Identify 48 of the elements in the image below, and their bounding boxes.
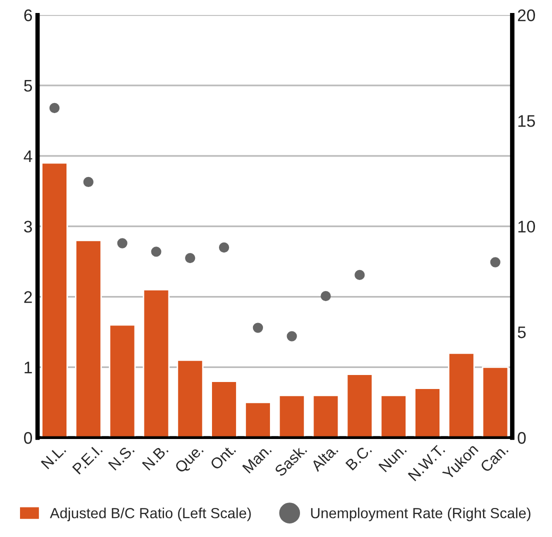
y-tick-label: 6 bbox=[24, 9, 32, 22]
point bbox=[286, 331, 297, 342]
bar bbox=[312, 394, 340, 438]
y-tick-label: 1 bbox=[24, 362, 32, 374]
bar bbox=[278, 394, 306, 438]
x-tick-label: B.C. bbox=[345, 444, 372, 471]
x-tick-label: Nun. bbox=[378, 444, 407, 472]
point bbox=[49, 102, 60, 114]
x-tick-label: Can. bbox=[480, 444, 509, 473]
bar bbox=[108, 324, 136, 438]
x-tick-label: Ont. bbox=[210, 444, 236, 470]
x-tick-label: Man. bbox=[242, 444, 272, 474]
point bbox=[320, 290, 331, 302]
bar bbox=[244, 402, 272, 438]
y2-tick-label: 15 bbox=[518, 115, 535, 127]
point bbox=[354, 270, 365, 280]
y2-tick-label: 20 bbox=[518, 9, 536, 22]
bar bbox=[210, 380, 238, 438]
y2-tick-label: 10 bbox=[518, 220, 536, 233]
point bbox=[117, 238, 128, 248]
y-tick-label: 3 bbox=[24, 220, 32, 233]
legend-label: Adjusted B/C Ratio (Left Scale) bbox=[50, 508, 251, 522]
point bbox=[252, 322, 264, 333]
point bbox=[185, 252, 196, 264]
bar bbox=[414, 388, 441, 438]
x-tick-label: N.B. bbox=[142, 444, 169, 470]
point bbox=[83, 176, 94, 188]
bar bbox=[448, 352, 475, 438]
y-tick-label: 5 bbox=[24, 80, 32, 92]
y-tick-label: 4 bbox=[24, 150, 32, 162]
y-tick-label: 2 bbox=[24, 291, 32, 303]
x-tick-label: Que. bbox=[174, 444, 206, 476]
y2-tick-label: 0 bbox=[518, 432, 526, 444]
y-tick-label: 0 bbox=[24, 432, 32, 444]
point bbox=[151, 246, 162, 257]
y2-tick-label: 5 bbox=[518, 326, 526, 338]
point bbox=[218, 242, 230, 253]
bar bbox=[380, 394, 407, 438]
legend-label: Unemployment Rate (Right Scale) bbox=[311, 508, 530, 522]
bar bbox=[482, 366, 509, 438]
bar bbox=[74, 240, 102, 438]
x-tick-label: Alta. bbox=[310, 444, 338, 472]
bar bbox=[176, 359, 204, 438]
bar bbox=[142, 289, 170, 438]
x-tick-label: N.L. bbox=[40, 444, 66, 470]
point bbox=[490, 257, 500, 268]
x-tick-label: N.S. bbox=[108, 444, 135, 471]
bar bbox=[346, 374, 374, 438]
